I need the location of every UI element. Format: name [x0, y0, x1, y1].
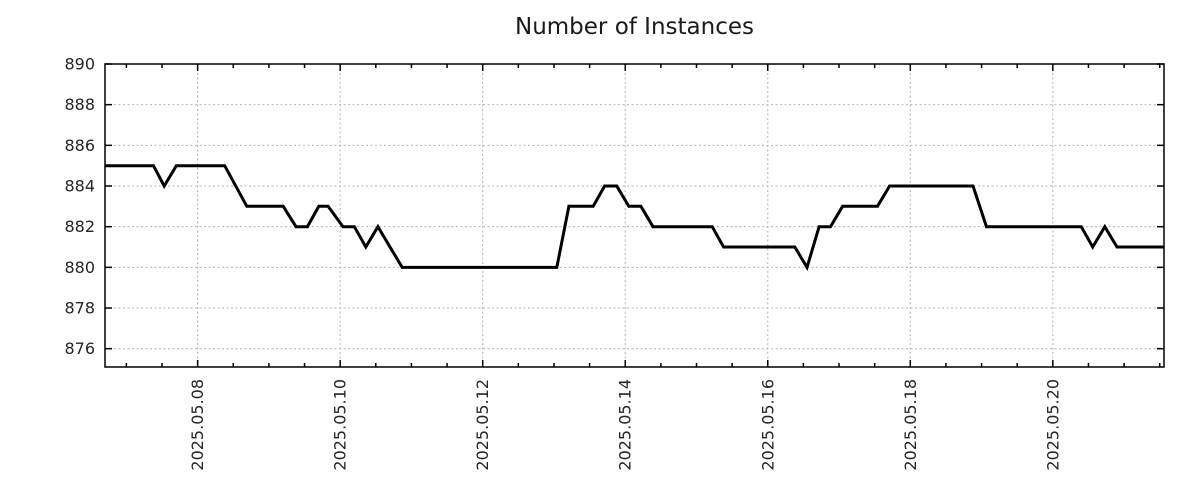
x-tick-label: 2025.05.08 — [188, 379, 207, 471]
x-tick-label: 2025.05.14 — [616, 379, 635, 471]
y-tick-label: 882 — [64, 217, 95, 236]
x-tick-label: 2025.05.16 — [758, 379, 777, 471]
y-tick-label: 876 — [64, 339, 95, 358]
x-tick-label: 2025.05.12 — [473, 379, 492, 471]
x-tick-label: 2025.05.10 — [331, 379, 350, 471]
y-tick-label: 878 — [64, 299, 95, 318]
x-tick-label: 2025.05.20 — [1043, 379, 1062, 471]
y-tick-label: 888 — [64, 95, 95, 114]
x-tick-label: 2025.05.18 — [901, 379, 920, 471]
y-tick-label: 886 — [64, 136, 95, 155]
y-tick-label: 890 — [64, 55, 95, 74]
y-tick-label: 884 — [64, 177, 95, 196]
data-line — [105, 164, 1164, 272]
plot-frame — [104, 63, 1165, 368]
chart-title: Number of Instances — [515, 14, 754, 40]
y-tick-label: 880 — [64, 258, 95, 277]
